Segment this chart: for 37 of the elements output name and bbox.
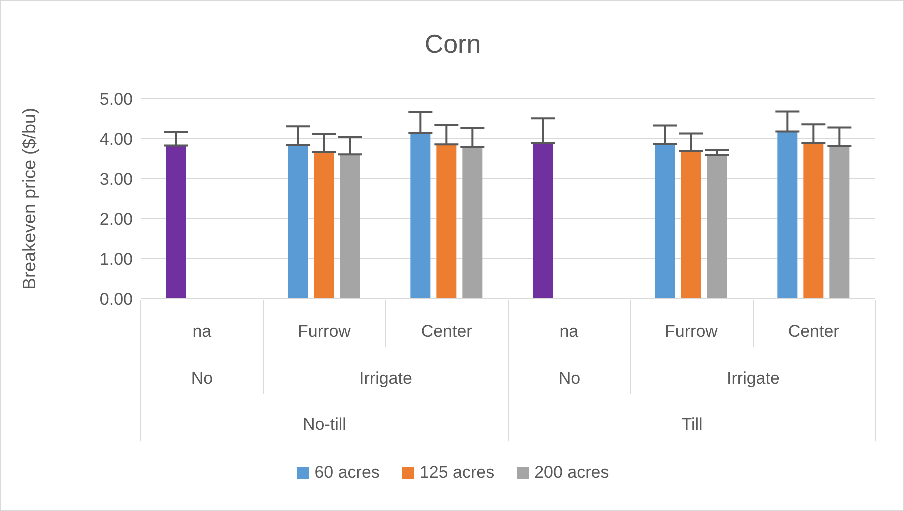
text: No-till	[303, 415, 346, 434]
x-tick-label: na	[192, 322, 212, 341]
x-tick-label: na	[560, 322, 580, 341]
text: Till	[682, 415, 703, 434]
bar	[462, 147, 483, 299]
x-tick-label: Center	[788, 322, 840, 341]
x-tick-label: Center	[421, 322, 473, 341]
bar	[778, 132, 798, 299]
x-tick-label: Furrow	[665, 322, 719, 341]
legend-label: 125 acres	[420, 463, 495, 483]
text: Irrigate	[727, 369, 780, 388]
bar	[340, 154, 360, 299]
bar	[533, 143, 553, 299]
bar	[166, 146, 186, 299]
y-tick-label: 4.00	[100, 130, 133, 150]
legend-label: 60 acres	[314, 463, 380, 483]
bar	[655, 144, 676, 299]
bar	[707, 155, 728, 299]
bar	[681, 151, 702, 299]
text: No	[191, 369, 214, 388]
bar	[410, 133, 431, 299]
x-tick-label: Furrow	[298, 322, 352, 341]
y-axis-title: Breakeven price ($/bu)	[19, 108, 40, 290]
bar	[436, 144, 457, 299]
chart-title: Corn	[424, 29, 482, 60]
y-tick-label: 3.00	[100, 170, 133, 190]
text: Irrigate	[360, 369, 412, 388]
bar	[830, 146, 850, 299]
y-tick-label: 2.00	[100, 210, 133, 230]
bar	[804, 143, 824, 299]
legend-label: 200 acres	[534, 463, 610, 483]
y-tick-label: 5.00	[100, 90, 133, 110]
y-tick-label: 0.00	[100, 290, 133, 310]
text: No	[558, 369, 581, 388]
bar	[288, 145, 308, 299]
bar	[314, 152, 334, 299]
y-tick-label: 1.00	[100, 250, 133, 270]
